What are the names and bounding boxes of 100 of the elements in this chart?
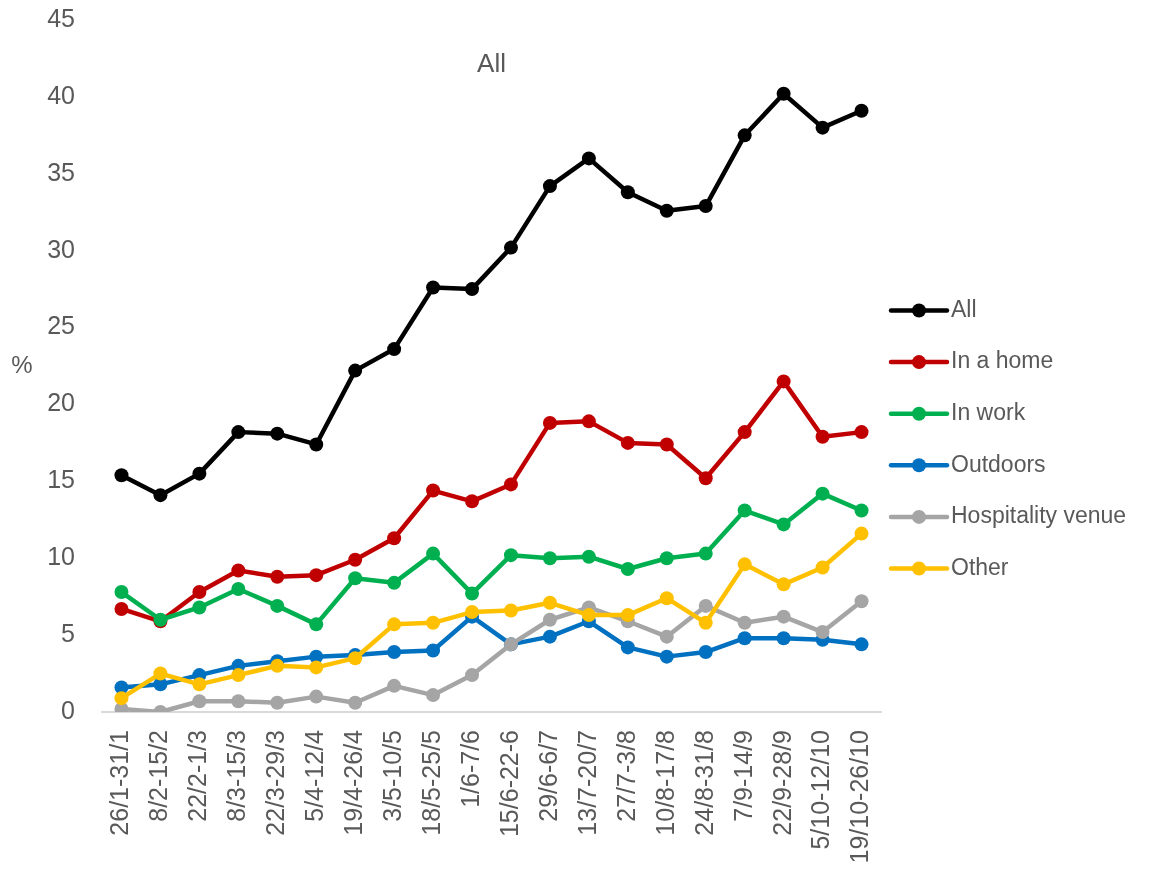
point <box>659 649 674 664</box>
point <box>270 426 285 441</box>
point <box>815 486 830 501</box>
point <box>854 425 869 440</box>
y-tick-label: 10 <box>47 542 75 571</box>
point <box>815 560 830 575</box>
point <box>776 374 791 389</box>
x-tick-label: 8/3-15/3 <box>222 730 251 822</box>
point <box>698 598 713 613</box>
x-tick-label: 10/8-17/8 <box>650 730 679 836</box>
x-tick-label: 19/4-26/4 <box>339 729 368 836</box>
point <box>309 437 324 452</box>
text: All <box>477 48 506 79</box>
legend-label: Hospitality venue <box>951 502 1127 529</box>
x-tick-label: 24/8-31/8 <box>689 730 718 836</box>
point <box>542 415 557 430</box>
point <box>114 585 129 600</box>
legend-label: In work <box>951 399 1026 426</box>
x-tick-label: 7/9-14/9 <box>728 730 757 822</box>
x-tick-label: 29/6-6/7 <box>533 730 562 822</box>
point <box>465 605 480 620</box>
point <box>231 668 246 683</box>
point <box>776 577 791 592</box>
point <box>114 601 129 616</box>
point <box>581 608 596 623</box>
point <box>387 645 402 660</box>
x-tick-label: 19/10-26/10 <box>845 730 874 864</box>
point <box>387 575 402 590</box>
point <box>231 694 246 709</box>
point <box>854 594 869 609</box>
point <box>854 526 869 541</box>
y-tick-label: 20 <box>47 388 75 417</box>
x-tick-label: 1/6-7/6 <box>455 730 484 808</box>
point <box>776 609 791 624</box>
x-tick-label: 15/6-22-6 <box>494 730 523 838</box>
point <box>465 668 480 683</box>
point <box>776 631 791 646</box>
point <box>776 86 791 101</box>
y-tick-label: 30 <box>47 234 75 263</box>
point <box>153 666 168 681</box>
point <box>465 586 480 601</box>
y-tick-label: 5 <box>61 619 75 647</box>
point <box>620 185 635 200</box>
point <box>737 557 752 572</box>
point <box>426 688 441 703</box>
point <box>659 203 674 218</box>
x-tick-label: 26/1-31/1 <box>105 730 134 836</box>
x-tick-label: 8/2-15/2 <box>144 730 173 822</box>
point <box>620 608 635 623</box>
legend-label: Other <box>951 553 1009 580</box>
point <box>503 477 518 492</box>
x-tick-label: 3/5-10/5 <box>378 730 407 822</box>
point <box>426 615 441 630</box>
point <box>348 571 363 586</box>
y-tick-label: 25 <box>47 311 75 340</box>
point <box>542 595 557 610</box>
point <box>270 695 285 710</box>
point <box>542 179 557 194</box>
point <box>581 549 596 564</box>
point <box>348 695 363 710</box>
point <box>309 689 324 704</box>
point <box>153 488 168 503</box>
point <box>620 561 635 576</box>
point <box>815 625 830 640</box>
point <box>465 282 480 297</box>
point <box>659 551 674 566</box>
point <box>620 640 635 655</box>
point <box>465 494 480 509</box>
legend-label: All <box>951 295 977 322</box>
point <box>426 280 441 295</box>
x-tick-label: 27/7-3/8 <box>611 730 640 822</box>
point <box>737 503 752 518</box>
point <box>231 581 246 596</box>
point <box>854 503 869 518</box>
point <box>698 615 713 630</box>
point <box>581 151 596 166</box>
point <box>698 199 713 214</box>
point <box>309 660 324 675</box>
point <box>231 425 246 440</box>
x-tick-label: 5/10-12/10 <box>806 730 835 850</box>
point <box>737 425 752 440</box>
point <box>815 120 830 135</box>
point <box>542 629 557 644</box>
y-tick-label: 35 <box>47 157 75 186</box>
x-tick-label: 13/7-20/7 <box>572 730 601 836</box>
point <box>581 414 596 429</box>
point <box>776 517 791 532</box>
point <box>270 598 285 613</box>
point <box>659 437 674 452</box>
point <box>192 585 207 600</box>
point <box>348 552 363 567</box>
point <box>659 629 674 644</box>
point <box>192 600 207 615</box>
point <box>192 677 207 692</box>
point <box>737 631 752 646</box>
point <box>387 342 402 357</box>
point <box>620 435 635 450</box>
point <box>659 591 674 606</box>
point <box>270 658 285 673</box>
point <box>698 645 713 660</box>
